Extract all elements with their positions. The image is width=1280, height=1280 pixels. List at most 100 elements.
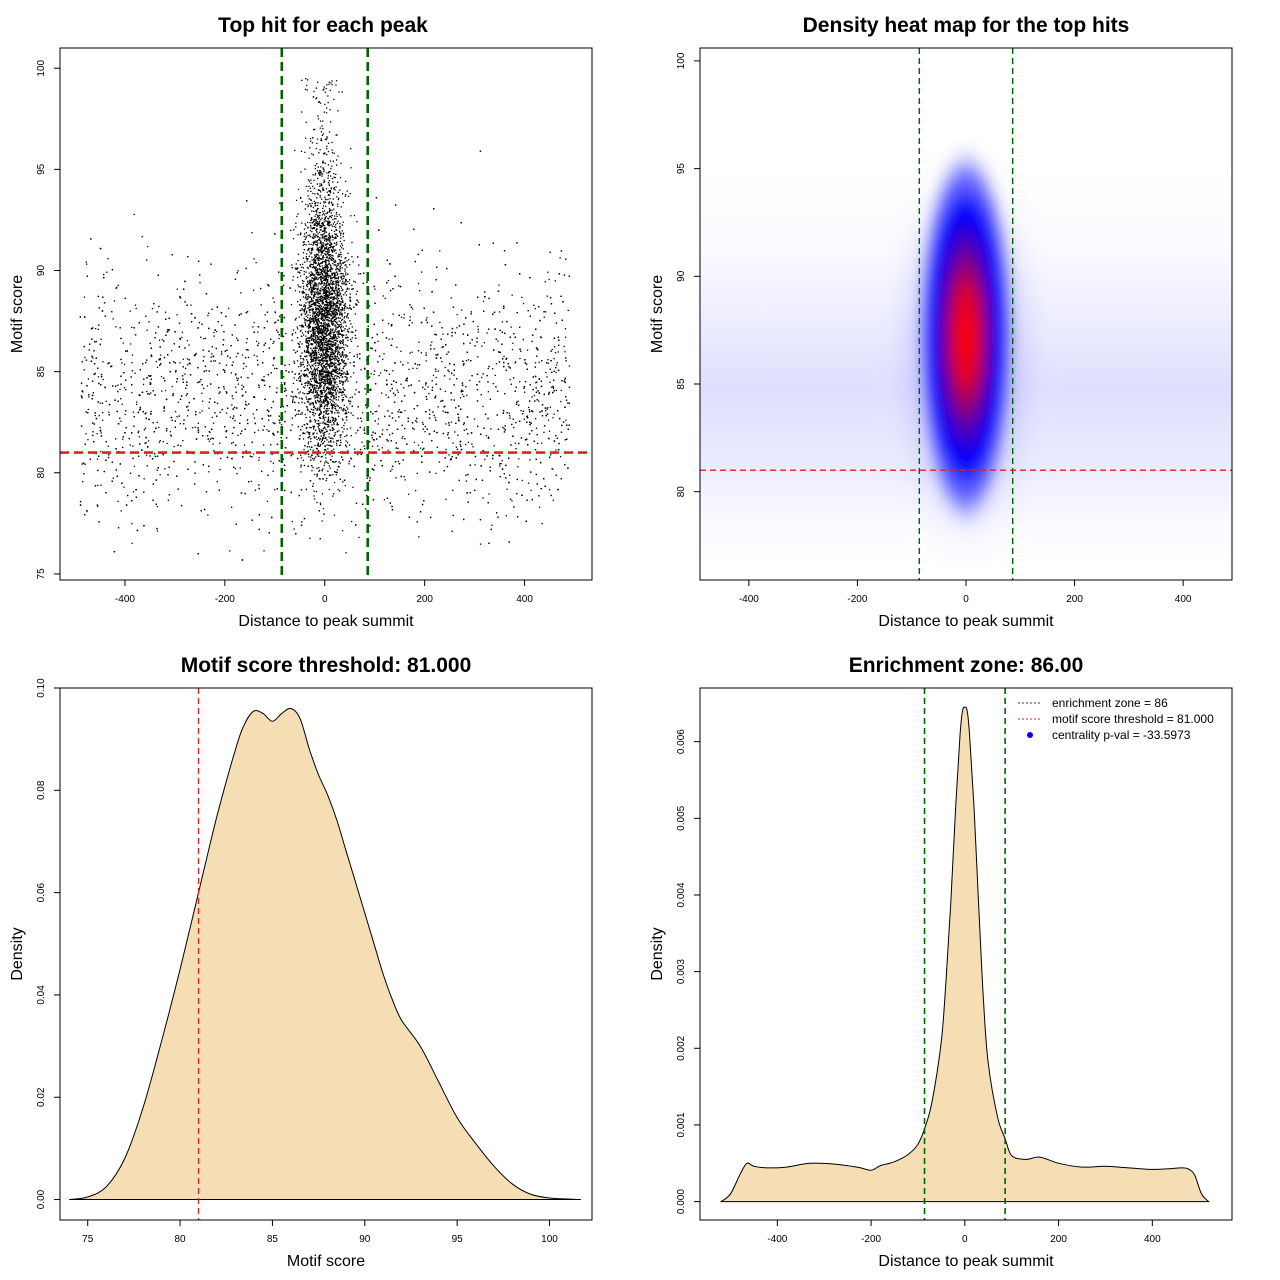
scatter-point <box>373 373 375 376</box>
scatter-point <box>286 405 288 407</box>
scatter-point <box>498 454 500 457</box>
scatter-point <box>84 443 86 445</box>
scatter-point <box>536 434 538 436</box>
scatter-point <box>178 346 180 348</box>
scatter-point <box>276 488 278 490</box>
scatter-point <box>91 398 93 400</box>
scatter-point <box>555 322 558 324</box>
scatter-point <box>314 319 317 322</box>
scatter-point <box>332 395 334 397</box>
scatter-point <box>350 167 352 169</box>
scatter-point <box>548 278 550 281</box>
scatter-point <box>527 444 529 446</box>
scatter-point <box>510 326 512 328</box>
scatter-point <box>319 274 321 276</box>
scatter-point <box>341 278 343 280</box>
scatter-point <box>164 380 166 382</box>
scatter-point <box>389 470 392 472</box>
scatter-point <box>330 365 332 368</box>
scatter-point <box>97 295 99 298</box>
scatter-point <box>283 275 285 277</box>
scatter-point <box>314 379 316 382</box>
scatter-point <box>147 445 149 448</box>
scatter-point <box>302 361 304 363</box>
scatter-point <box>565 419 567 421</box>
scatter-point <box>444 457 446 459</box>
scatter-point <box>503 431 506 433</box>
scatter-point <box>386 383 388 385</box>
scatter-point <box>456 448 459 450</box>
scatter-point <box>336 241 338 243</box>
scatter-point <box>280 406 282 408</box>
scatter-point <box>432 411 434 413</box>
scatter-point <box>313 415 315 417</box>
scatter-point <box>530 422 532 424</box>
scatter-point <box>143 478 145 480</box>
scatter-point <box>309 537 311 539</box>
scatter-point <box>494 374 496 376</box>
scatter-point <box>516 401 518 403</box>
scatter-point <box>397 447 399 450</box>
scatter-point <box>565 336 567 338</box>
scatter-point <box>316 235 318 237</box>
scatter-point <box>552 386 554 388</box>
scatter-point <box>404 410 406 412</box>
scatter-point <box>328 171 330 173</box>
scatter-point <box>305 244 307 246</box>
scatter-point <box>82 481 84 483</box>
scatter-point <box>312 343 314 345</box>
scatter-point <box>423 447 425 449</box>
scatter-point <box>320 251 322 253</box>
scatter-point <box>107 258 109 260</box>
scatter-point <box>512 418 514 420</box>
scatter-point <box>257 331 259 333</box>
scatter-point <box>320 411 322 413</box>
scatter-point <box>447 434 449 436</box>
scatter-point <box>495 386 497 388</box>
scatter-point <box>102 419 104 421</box>
scatter-point <box>538 400 540 402</box>
scatter-point <box>174 420 176 422</box>
scatter-point <box>242 386 245 388</box>
scatter-point <box>160 363 162 365</box>
scatter-point <box>156 311 158 313</box>
scatter-point <box>397 460 400 463</box>
scatter-point <box>256 355 258 357</box>
scatter-point <box>239 422 241 424</box>
scatter-point <box>408 324 410 326</box>
scatter-point <box>310 380 312 383</box>
scatter-point <box>474 345 476 347</box>
scatter-point <box>340 216 342 218</box>
scatter-point <box>341 267 343 269</box>
scatter-point <box>345 412 348 415</box>
scatter-point <box>320 343 322 345</box>
scatter-point <box>153 431 155 433</box>
scatter-point <box>521 296 523 298</box>
scatter-point <box>308 243 310 245</box>
scatter-point <box>245 365 247 368</box>
scatter-point <box>171 419 173 421</box>
scatter-point <box>89 343 91 345</box>
scatter-point <box>84 356 86 359</box>
scatter-point <box>284 447 287 449</box>
scatter-point <box>501 321 503 323</box>
scatter-point <box>328 224 331 227</box>
scatter-point <box>433 414 435 417</box>
scatter-point <box>396 389 398 391</box>
scatter-point <box>320 392 322 394</box>
scatter-point <box>235 391 237 393</box>
scatter-point <box>316 276 318 279</box>
scatter-point <box>357 406 359 408</box>
scatter-point <box>148 393 151 395</box>
scatter-point <box>150 413 152 415</box>
scatter-point <box>358 273 360 275</box>
scatter-point <box>518 404 520 406</box>
scatter-point <box>263 425 265 427</box>
scatter-point <box>98 382 100 385</box>
scatter-point <box>214 360 216 362</box>
scatter-point <box>467 441 469 444</box>
scatter-point <box>98 455 100 457</box>
scatter-point <box>512 342 514 344</box>
scatter-point <box>132 411 135 413</box>
scatter-point <box>343 277 345 280</box>
